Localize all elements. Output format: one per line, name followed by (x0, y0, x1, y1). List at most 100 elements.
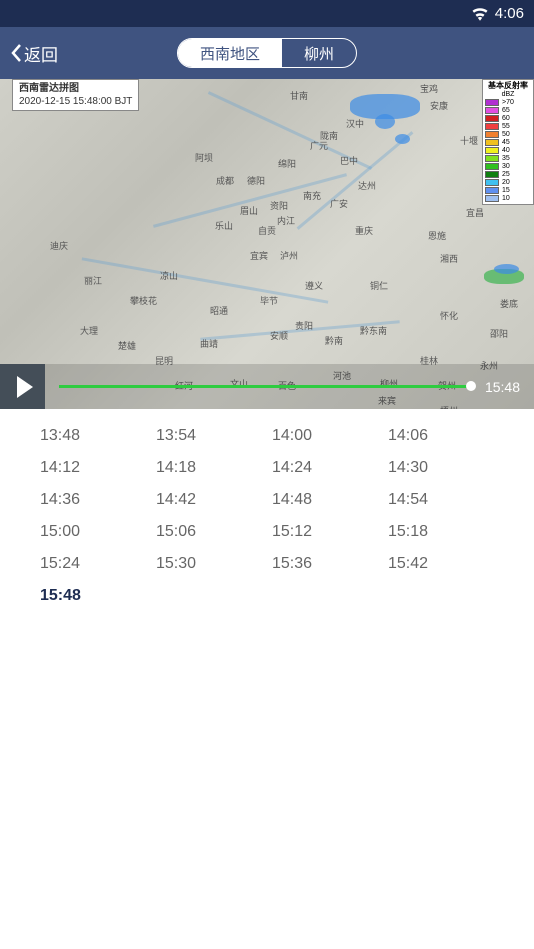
legend-row: 50 (485, 131, 531, 138)
legend-swatch (485, 115, 499, 122)
legend-swatch (485, 99, 499, 106)
legend-value: 55 (502, 123, 510, 130)
precip-blob (395, 134, 410, 144)
time-item[interactable]: 15:48 (40, 587, 146, 605)
precip-blob (375, 114, 395, 129)
progress-track[interactable] (59, 385, 471, 388)
legend-sub: dBZ (485, 91, 531, 98)
time-item[interactable]: 14:18 (156, 459, 262, 477)
time-item[interactable]: 15:12 (272, 523, 378, 541)
city-label: 达州 (358, 179, 376, 192)
time-item[interactable]: 15:18 (388, 523, 494, 541)
time-item[interactable]: 15:00 (40, 523, 146, 541)
city-label: 乐山 (215, 219, 233, 232)
legend-row: 45 (485, 139, 531, 146)
city-label: 黔南 (325, 334, 343, 347)
progress-fill (59, 385, 471, 388)
city-label: 南充 (303, 189, 321, 202)
city-label: 铜仁 (370, 279, 388, 292)
time-item[interactable]: 14:54 (388, 491, 494, 509)
city-label: 眉山 (240, 204, 258, 217)
back-label: 返回 (24, 41, 58, 66)
map-title-line2: 2020-12-15 15:48:00 BJT (19, 95, 132, 108)
time-item[interactable]: 15:06 (156, 523, 262, 541)
legend-value: 65 (502, 107, 510, 114)
city-label: 昭通 (210, 304, 228, 317)
header: 返回 西南地区 柳州 (0, 27, 534, 79)
time-item[interactable]: 14:48 (272, 491, 378, 509)
legend-value: 15 (502, 187, 510, 194)
region-toggle: 西南地区 柳州 (177, 38, 357, 68)
legend-value: 10 (502, 195, 510, 202)
city-label: 巴中 (340, 154, 358, 167)
map-title-line1: 西南雷达拼图 (19, 82, 132, 95)
city-label: 宝鸡 (420, 82, 438, 95)
legend-swatch (485, 147, 499, 154)
legend-swatch (485, 123, 499, 130)
city-label: 自贡 (258, 224, 276, 237)
city-label: 怀化 (440, 309, 458, 322)
player-bar: 15:48 (0, 364, 534, 409)
time-item[interactable]: 15:36 (272, 555, 378, 573)
time-item[interactable]: 15:30 (156, 555, 262, 573)
play-icon (17, 376, 33, 398)
time-item[interactable]: 14:24 (272, 459, 378, 477)
city-label: 毕节 (260, 294, 278, 307)
time-item[interactable]: 14:06 (388, 427, 494, 445)
radar-map[interactable]: 甘南陇南汉中安康宝鸡阿坝绵阳广元巴中达州十堰成都德阳眉山资阳南充广安乐山内江自贡… (0, 79, 534, 409)
city-label: 广元 (310, 139, 328, 152)
time-item[interactable]: 14:30 (388, 459, 494, 477)
legend-row: 10 (485, 195, 531, 202)
city-label: 恩施 (428, 229, 446, 242)
city-label: 娄底 (500, 297, 518, 310)
legend-row: 55 (485, 123, 531, 130)
legend-value: 20 (502, 179, 510, 186)
legend-value: 40 (502, 147, 510, 154)
time-item[interactable]: 14:42 (156, 491, 262, 509)
city-label: 遵义 (305, 279, 323, 292)
back-button[interactable]: 返回 (10, 41, 58, 66)
status-bar: 4:06 (0, 0, 534, 27)
legend-title: 基本反射率 (485, 82, 531, 91)
city-label: 湘西 (440, 252, 458, 265)
legend: 基本反射率 dBZ >70656055504540353025201510 (482, 79, 534, 205)
city-label: 绵阳 (278, 157, 296, 170)
legend-row: >70 (485, 99, 531, 106)
legend-row: 15 (485, 187, 531, 194)
legend-row: 65 (485, 107, 531, 114)
status-time: 4:06 (495, 5, 524, 22)
map-title: 西南雷达拼图 2020-12-15 15:48:00 BJT (12, 79, 139, 111)
toggle-southwest[interactable]: 西南地区 (178, 39, 282, 67)
city-label: 大理 (80, 324, 98, 337)
legend-row: 30 (485, 163, 531, 170)
city-label: 资阳 (270, 199, 288, 212)
time-item[interactable]: 15:24 (40, 555, 146, 573)
legend-row: 60 (485, 115, 531, 122)
legend-value: 25 (502, 171, 510, 178)
time-item[interactable]: 14:36 (40, 491, 146, 509)
city-label: 邵阳 (490, 327, 508, 340)
time-item[interactable]: 15:42 (388, 555, 494, 573)
city-label: 内江 (277, 214, 295, 227)
legend-swatch (485, 139, 499, 146)
play-button[interactable] (0, 364, 45, 409)
terrain-bg (0, 79, 534, 409)
legend-swatch (485, 195, 499, 202)
toggle-liuzhou[interactable]: 柳州 (282, 39, 356, 67)
time-item[interactable]: 14:12 (40, 459, 146, 477)
progress-handle[interactable] (466, 381, 476, 391)
time-item[interactable]: 13:48 (40, 427, 146, 445)
city-label: 泸州 (280, 249, 298, 262)
city-label: 重庆 (355, 224, 373, 237)
legend-row: 25 (485, 171, 531, 178)
city-label: 安康 (430, 99, 448, 112)
city-label: 阿坝 (195, 151, 213, 164)
legend-swatch (485, 187, 499, 194)
city-label: 曲靖 (200, 337, 218, 350)
time-item[interactable]: 13:54 (156, 427, 262, 445)
time-item[interactable]: 14:00 (272, 427, 378, 445)
legend-swatch (485, 179, 499, 186)
city-label: 成都 (216, 174, 234, 187)
city-label: 黔东南 (360, 324, 387, 337)
legend-value: 35 (502, 155, 510, 162)
